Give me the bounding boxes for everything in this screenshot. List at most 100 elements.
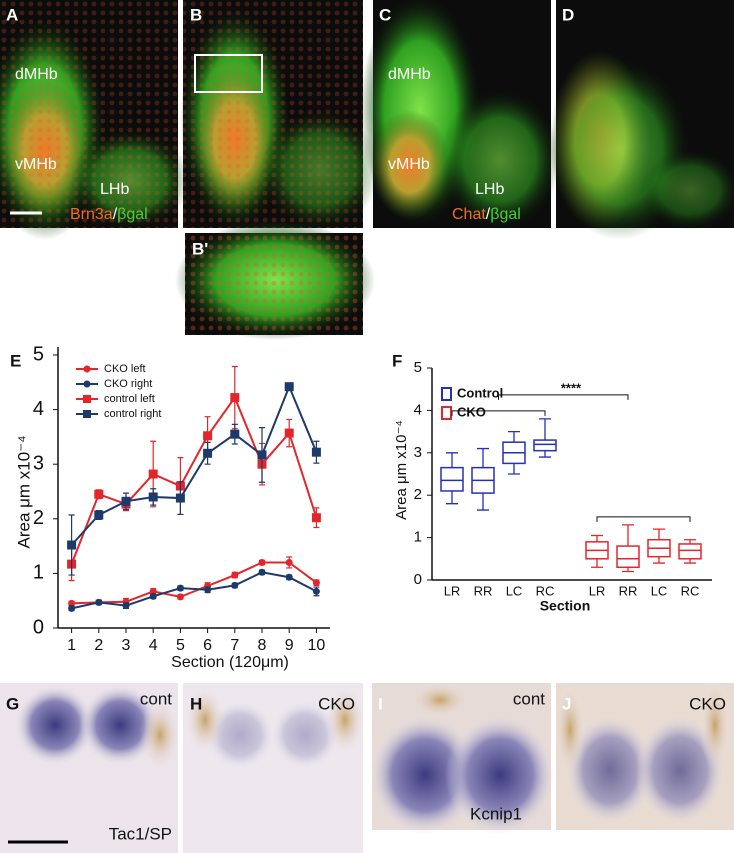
x-tick-label: LC: [506, 583, 523, 598]
region-label: LHb: [100, 181, 129, 198]
significance-label: ****: [561, 380, 582, 395]
box: [616, 545, 640, 569]
stain-label: Brn3a/βgal: [70, 206, 148, 223]
legend-label: CKO left: [104, 363, 146, 375]
x-tick-label: 4: [149, 637, 158, 654]
x-tick-label: 10: [308, 637, 326, 654]
data-point: [231, 581, 239, 589]
x-tick-label: 5: [176, 637, 185, 654]
legend-marker: [441, 387, 452, 401]
condition-label: cont: [513, 689, 545, 708]
data-point: [149, 592, 157, 600]
legend-marker: [83, 395, 91, 403]
micrograph-b: [180, 0, 380, 230]
y-tick-label: 3: [33, 452, 44, 474]
stain: Brn3a: [70, 206, 113, 223]
whisker: [477, 447, 489, 511]
panel-label: G: [6, 694, 19, 713]
y-tick-label: 2: [33, 507, 44, 529]
data-point: [257, 450, 267, 460]
series-line: [70, 395, 318, 565]
x-tick-label: 3: [122, 637, 131, 654]
micrograph-c: [360, 0, 560, 230]
data-point: [258, 558, 266, 566]
data-point: [149, 587, 157, 595]
data-point: [68, 604, 76, 612]
ish-j: [555, 680, 734, 830]
x-axis-label: Section: [540, 598, 591, 614]
data-point: [285, 573, 293, 581]
data-point: [148, 469, 158, 479]
micrograph-d: [550, 0, 734, 240]
whisker: [591, 534, 603, 568]
data-point: [311, 513, 321, 523]
data-point: [94, 489, 104, 499]
micrograph-a: [0, 0, 190, 240]
stain: βgal: [117, 206, 148, 223]
region-label: dMHb: [15, 66, 58, 83]
x-tick-label: LR: [589, 583, 606, 598]
significance-bracket: [498, 394, 629, 400]
data-point: [204, 586, 212, 594]
panel-label: C: [379, 5, 391, 24]
data-point: [312, 587, 320, 595]
whisker: [622, 524, 634, 573]
data-point: [230, 429, 240, 439]
x-tick-label: 2: [94, 637, 103, 654]
data-point: [122, 602, 130, 610]
y-tick-label: 0: [414, 571, 422, 588]
legend-label: control left: [104, 393, 155, 405]
y-tick-label: 4: [33, 398, 44, 420]
group-bracket: [596, 516, 691, 522]
panel-label: H: [190, 694, 202, 713]
series-line: [70, 384, 318, 546]
box: [678, 543, 702, 560]
y-tick-label: 5: [33, 343, 44, 365]
data-point: [284, 382, 294, 392]
whisker: [653, 528, 665, 564]
probe-label: Kcnip1: [470, 804, 522, 823]
panel-label: I: [378, 694, 383, 713]
data-point: [175, 493, 185, 503]
x-tick-label: 9: [285, 637, 294, 654]
panel-label: D: [562, 5, 574, 24]
data-point: [203, 431, 213, 441]
data-point: [285, 558, 293, 566]
panel-label: F: [392, 351, 402, 370]
panel-label: E: [10, 351, 21, 370]
legend-marker: [83, 410, 91, 418]
x-tick-label: RC: [681, 583, 700, 598]
panel-label: J: [562, 694, 571, 713]
legend-marker: [441, 406, 452, 420]
whisker: [508, 430, 520, 475]
x-tick-label: LR: [444, 583, 461, 598]
box: [440, 466, 464, 492]
y-axis-label: Area μm x10⁻⁴: [393, 420, 410, 520]
data-point: [231, 571, 239, 579]
x-tick-label: RR: [474, 583, 493, 598]
series-line: [71, 571, 317, 610]
condition-label: CKO: [318, 694, 355, 713]
whisker: [539, 418, 551, 458]
y-axis-label: Area μm x10⁻⁴: [14, 436, 33, 549]
data-point: [311, 447, 321, 457]
data-point: [94, 510, 104, 520]
x-tick-label: 1: [67, 637, 76, 654]
legend-label: CKO right: [104, 378, 152, 390]
panel-label: B: [190, 5, 202, 24]
x-tick-label: RC: [536, 583, 555, 598]
y-tick-label: 4: [414, 401, 422, 418]
box: [533, 439, 557, 452]
condition-label: CKO: [689, 694, 726, 713]
region-label: vMHb: [388, 156, 430, 173]
data-point: [284, 428, 294, 438]
y-tick-label: 3: [414, 444, 422, 461]
legend-label: Control: [457, 385, 503, 400]
y-tick-label: 0: [33, 616, 44, 638]
stain: Chat: [452, 206, 486, 223]
x-tick-label: 6: [203, 637, 212, 654]
data-point: [312, 579, 320, 587]
data-point: [176, 593, 184, 601]
data-point: [95, 598, 103, 606]
